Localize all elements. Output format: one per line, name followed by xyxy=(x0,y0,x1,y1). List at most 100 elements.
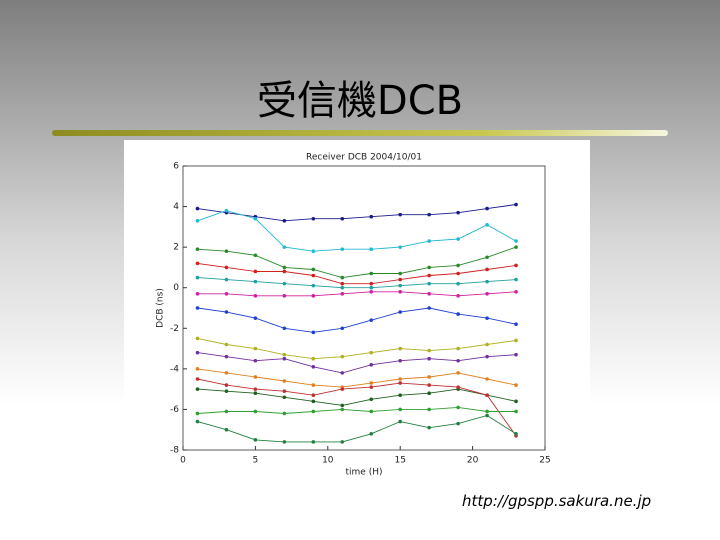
data-point xyxy=(282,440,287,444)
x-tick-label: 25 xyxy=(539,456,550,466)
data-point xyxy=(195,261,200,266)
data-point xyxy=(485,223,489,227)
data-point xyxy=(485,279,489,284)
data-point xyxy=(456,312,460,316)
data-point xyxy=(398,419,403,424)
data-point xyxy=(369,285,374,290)
series-line xyxy=(197,352,517,374)
chart-title: Receiver DCB 2004/10/01 xyxy=(306,153,422,163)
y-tick-label: -2 xyxy=(170,324,179,334)
data-point xyxy=(485,342,489,347)
data-point xyxy=(427,383,431,387)
data-point xyxy=(369,271,374,276)
data-point xyxy=(427,265,431,270)
data-point xyxy=(224,310,229,314)
data-point xyxy=(427,292,431,296)
data-point xyxy=(398,283,403,288)
series-line xyxy=(197,378,517,437)
data-point xyxy=(398,310,403,314)
data-point xyxy=(456,237,460,241)
data-point xyxy=(427,425,431,430)
data-point xyxy=(195,350,200,355)
data-point xyxy=(282,281,287,286)
data-point xyxy=(195,377,200,381)
data-point xyxy=(224,292,229,296)
data-point xyxy=(340,247,345,251)
data-point xyxy=(282,269,287,274)
data-point xyxy=(427,281,431,286)
data-point xyxy=(195,218,200,223)
slide-title: 受信機DCB xyxy=(256,78,464,124)
data-point xyxy=(369,318,374,322)
y-tick-label: -8 xyxy=(170,446,179,456)
data-point xyxy=(369,214,374,219)
data-point xyxy=(253,391,258,395)
data-point xyxy=(398,381,403,385)
data-point xyxy=(485,377,489,381)
data-point xyxy=(253,387,258,391)
data-point xyxy=(456,346,460,351)
data-point xyxy=(514,277,518,282)
x-tick-label: 15 xyxy=(394,456,405,466)
data-point xyxy=(369,281,374,286)
data-point xyxy=(456,385,460,389)
data-point xyxy=(398,346,403,351)
chart: Receiver DCB 2004/10/01 time (H) DCB (ns… xyxy=(124,140,590,490)
data-point xyxy=(311,267,316,272)
data-point xyxy=(485,206,489,211)
data-point xyxy=(253,358,258,363)
data-point xyxy=(340,326,345,331)
data-point xyxy=(340,440,345,444)
data-point xyxy=(485,292,489,296)
data-point xyxy=(282,352,287,357)
data-point xyxy=(253,375,258,379)
data-point xyxy=(456,371,460,375)
data-point xyxy=(282,326,287,331)
data-point xyxy=(340,354,345,359)
series-line xyxy=(197,307,517,333)
data-point xyxy=(311,383,316,387)
data-point xyxy=(311,273,316,278)
data-point xyxy=(398,377,403,381)
x-tick-label: 20 xyxy=(467,456,479,466)
y-tick-label: 6 xyxy=(173,162,179,172)
data-point xyxy=(282,389,287,393)
data-point xyxy=(514,338,518,343)
data-point xyxy=(456,405,460,410)
data-point xyxy=(282,379,287,383)
data-point xyxy=(195,306,200,310)
data-point xyxy=(398,245,403,249)
data-point xyxy=(369,385,374,389)
data-point xyxy=(253,346,258,351)
series-line xyxy=(197,262,517,285)
data-point xyxy=(340,281,345,286)
data-point xyxy=(456,271,460,276)
data-point xyxy=(282,395,287,400)
series-line xyxy=(197,406,516,414)
data-point xyxy=(485,267,489,272)
data-point xyxy=(311,409,316,414)
data-point xyxy=(398,407,403,412)
data-point xyxy=(282,411,287,416)
y-tick-label: 0 xyxy=(173,283,179,293)
y-axis-label: DCB (ns) xyxy=(156,288,166,328)
data-point xyxy=(195,292,200,296)
data-point xyxy=(427,356,431,361)
data-point xyxy=(340,407,345,412)
data-point xyxy=(427,407,431,412)
series-line xyxy=(197,415,517,443)
plot-frame xyxy=(182,165,546,451)
data-point xyxy=(398,271,403,276)
data-point xyxy=(514,263,518,268)
series-line xyxy=(197,204,517,222)
data-point xyxy=(253,216,258,221)
data-point xyxy=(224,383,229,387)
data-point xyxy=(224,371,229,375)
data-point xyxy=(311,393,316,398)
data-point xyxy=(427,239,431,243)
data-point xyxy=(340,216,345,221)
data-point xyxy=(514,383,518,387)
data-point xyxy=(311,283,316,288)
data-point xyxy=(224,409,229,414)
data-point xyxy=(456,421,460,426)
